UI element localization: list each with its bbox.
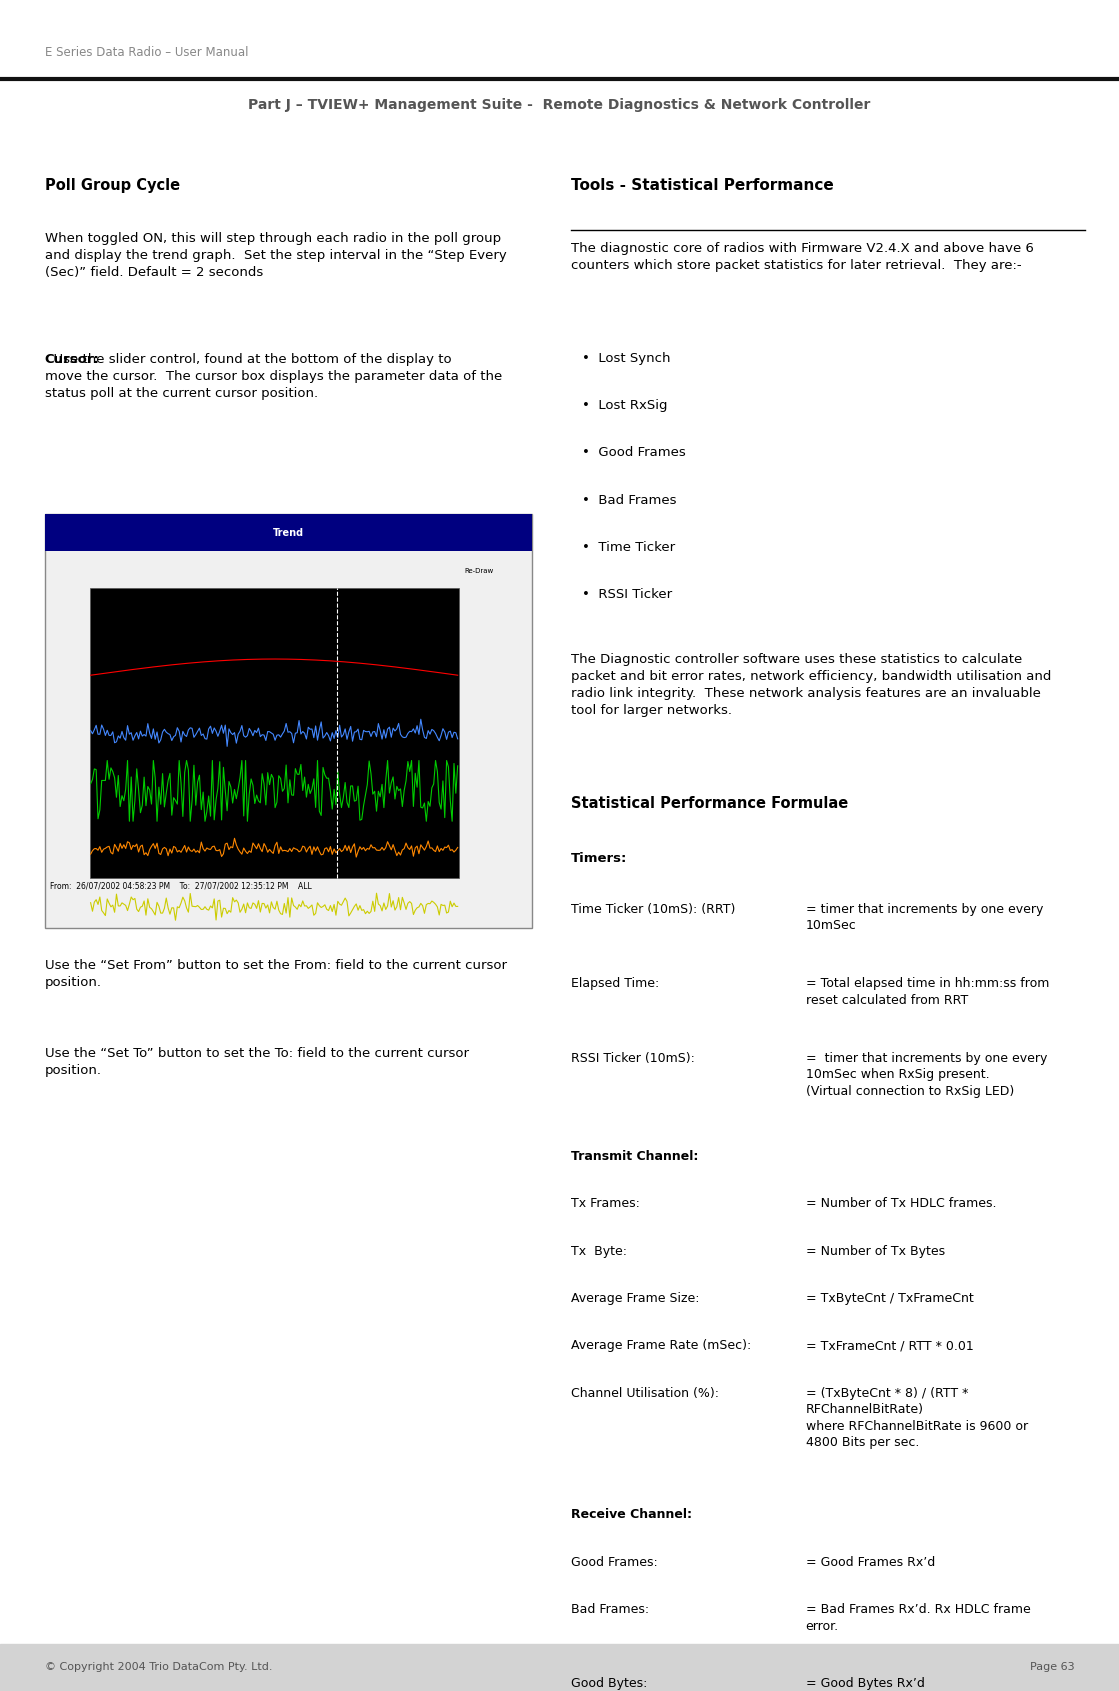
- Text: Page 63: Page 63: [1029, 1662, 1074, 1672]
- Text: © Copyright 2004 Trio DataCom Pty. Ltd.: © Copyright 2004 Trio DataCom Pty. Ltd.: [45, 1662, 272, 1672]
- Text: Timers:: Timers:: [571, 852, 627, 866]
- Text: = Number of Tx HDLC frames.: = Number of Tx HDLC frames.: [806, 1197, 996, 1211]
- Text: Elapsed Time:: Elapsed Time:: [571, 977, 659, 991]
- Text: = TxByteCnt / TxFrameCnt: = TxByteCnt / TxFrameCnt: [806, 1292, 974, 1305]
- Text: Bad Frames:: Bad Frames:: [571, 1603, 649, 1617]
- Text: Part J – TVIEW+ Management Suite -  Remote Diagnostics & Network Controller: Part J – TVIEW+ Management Suite - Remot…: [248, 98, 871, 112]
- Text: •  Good Frames: • Good Frames: [582, 446, 686, 460]
- Text: = Number of Tx Bytes: = Number of Tx Bytes: [806, 1245, 944, 1258]
- Text: Good Frames:: Good Frames:: [571, 1556, 658, 1569]
- Text: •  Time Ticker: • Time Ticker: [582, 541, 675, 555]
- Bar: [45, 514, 532, 551]
- Bar: [90, 588, 459, 878]
- Text: = Good Bytes Rx’d: = Good Bytes Rx’d: [806, 1677, 924, 1691]
- Text: Average Frame Size:: Average Frame Size:: [571, 1292, 699, 1305]
- Text: =  timer that increments by one every
10mSec when RxSig present.
(Virtual connec: = timer that increments by one every 10m…: [806, 1052, 1047, 1097]
- Text: Cursor:: Cursor:: [45, 353, 100, 367]
- Text: The Diagnostic controller software uses these statistics to calculate
packet and: The Diagnostic controller software uses …: [571, 653, 1051, 717]
- Text: •  Lost RxSig: • Lost RxSig: [582, 399, 667, 413]
- Text: The diagnostic core of radios with Firmware V2.4.X and above have 6
counters whi: The diagnostic core of radios with Firmw…: [571, 242, 1034, 272]
- Text: = Good Frames Rx’d: = Good Frames Rx’d: [806, 1556, 935, 1569]
- Text: E Series Data Radio – User Manual: E Series Data Radio – User Manual: [45, 46, 248, 59]
- Text: •  RSSI Ticker: • RSSI Ticker: [582, 588, 673, 602]
- Text: Average Frame Rate (mSec):: Average Frame Rate (mSec):: [571, 1339, 751, 1353]
- Text: Good Bytes:: Good Bytes:: [571, 1677, 647, 1691]
- Text: •  Bad Frames: • Bad Frames: [582, 494, 676, 507]
- Text: Channel Utilisation (%):: Channel Utilisation (%):: [571, 1387, 718, 1400]
- Text: Tools - Statistical Performance: Tools - Statistical Performance: [571, 178, 834, 193]
- Text: Use the “Set From” button to set the From: field to the current cursor
position.: Use the “Set From” button to set the Fro…: [45, 959, 507, 989]
- Text: Tx Frames:: Tx Frames:: [571, 1197, 640, 1211]
- Text: When toggled ON, this will step through each radio in the poll group
and display: When toggled ON, this will step through …: [45, 232, 507, 279]
- Text: = timer that increments by one every
10mSec: = timer that increments by one every 10m…: [806, 903, 1043, 932]
- Text: Statistical Performance Formulae: Statistical Performance Formulae: [571, 796, 848, 812]
- Text: Use the slider control, found at the bottom of the display to
move the cursor.  : Use the slider control, found at the bot…: [45, 353, 502, 401]
- Text: •  Lost Synch: • Lost Synch: [582, 352, 670, 365]
- Text: = Total elapsed time in hh:mm:ss from
reset calculated from RRT: = Total elapsed time in hh:mm:ss from re…: [806, 977, 1049, 1006]
- Text: Time Ticker (10mS): (RRT): Time Ticker (10mS): (RRT): [571, 903, 735, 917]
- Text: Tx  Byte:: Tx Byte:: [571, 1245, 627, 1258]
- Text: Poll Group Cycle: Poll Group Cycle: [45, 178, 180, 193]
- Bar: [45, 514, 532, 928]
- Text: Use the “Set To” button to set the To: field to the current cursor
position.: Use the “Set To” button to set the To: f…: [45, 1047, 469, 1077]
- Text: RSSI Ticker (10mS):: RSSI Ticker (10mS):: [571, 1052, 695, 1065]
- Text: Transmit Channel:: Transmit Channel:: [571, 1150, 698, 1163]
- Bar: [0, 1644, 1119, 1691]
- Text: = Bad Frames Rx’d. Rx HDLC frame
error.: = Bad Frames Rx’d. Rx HDLC frame error.: [806, 1603, 1031, 1632]
- Text: From:  26/07/2002 04:58:23 PM    To:  27/07/2002 12:35:12 PM    ALL: From: 26/07/2002 04:58:23 PM To: 27/07/2…: [50, 881, 312, 891]
- Text: Re-Draw: Re-Draw: [464, 568, 493, 575]
- Text: Receive Channel:: Receive Channel:: [571, 1508, 692, 1522]
- Text: = (TxByteCnt * 8) / (RTT *
RFChannelBitRate)
where RFChannelBitRate is 9600 or
4: = (TxByteCnt * 8) / (RTT * RFChannelBitR…: [806, 1387, 1028, 1449]
- Text: = TxFrameCnt / RTT * 0.01: = TxFrameCnt / RTT * 0.01: [806, 1339, 974, 1353]
- Text: Trend: Trend: [273, 528, 303, 538]
